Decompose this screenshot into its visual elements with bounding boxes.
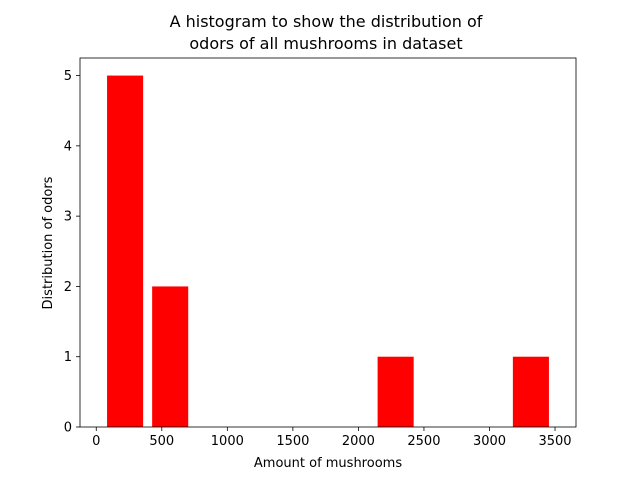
x-tick-label-7: 3500: [538, 434, 571, 449]
y-tick-label-2: 2: [64, 280, 72, 295]
x-axis-label: Amount of mushrooms: [254, 456, 402, 471]
y-tick-label-3: 3: [64, 210, 72, 225]
x-tick-label-3: 1500: [276, 434, 309, 449]
y-tick-label-0: 0: [64, 421, 72, 436]
histogram-bar-6: [377, 356, 414, 427]
y-axis-label: Distribution of odors: [41, 176, 56, 309]
plot-frame: [79, 57, 577, 428]
x-tick-label-1: 500: [149, 434, 174, 449]
histogram-bar-9: [512, 356, 549, 427]
histogram-bar-0: [107, 75, 144, 427]
x-tick-label-0: 0: [92, 434, 100, 449]
x-tick-label-4: 2000: [342, 434, 375, 449]
y-tick-label-1: 1: [64, 350, 72, 365]
bar-group: [107, 75, 549, 427]
y-tick-label-5: 5: [64, 69, 72, 84]
y-tick-label-4: 4: [64, 139, 72, 154]
histogram-bar-1: [152, 286, 189, 427]
tick-group: 0 500 1000 1500 2000 2500 3000 3500 0 1 2 3 4 5: [64, 69, 572, 449]
x-tick-label-6: 3000: [473, 434, 506, 449]
x-tick-label-2: 1000: [211, 434, 244, 449]
x-tick-label-5: 2500: [407, 434, 440, 449]
chart-title-line-2: odors of all mushrooms in dataset: [189, 34, 462, 53]
chart-title-line-1: A histogram to show the distribution of: [170, 12, 483, 31]
